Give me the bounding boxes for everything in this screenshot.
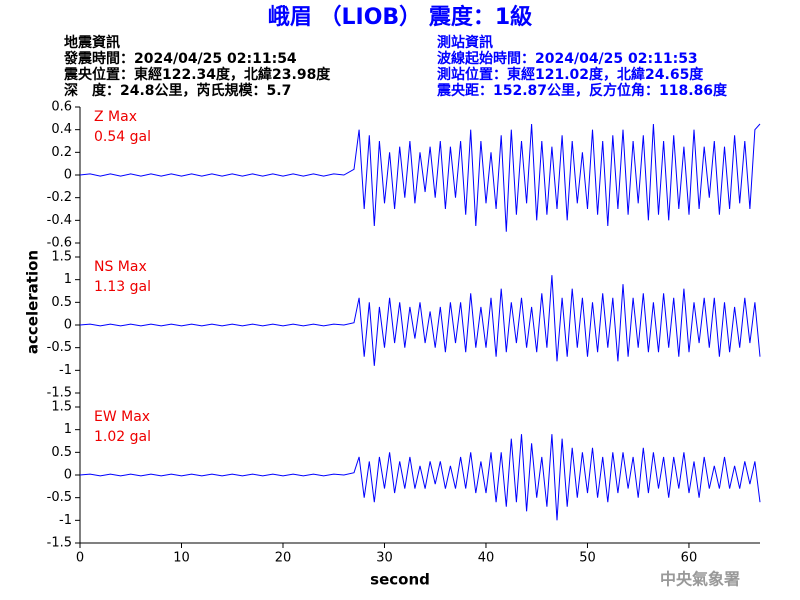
- info-line: 地震資訊: [64, 34, 120, 51]
- y-tick-label: 0.5: [51, 445, 72, 460]
- x-tick-label: 60: [681, 551, 698, 566]
- info-line: 震央距：152.87公里，反方位角：118.86度: [436, 82, 728, 99]
- y-tick-label: -1.5: [47, 536, 72, 551]
- footer: 中央氣象署: [660, 570, 740, 589]
- waveform: [79, 123, 761, 232]
- waveform: [79, 434, 761, 521]
- x-tick-label: 20: [275, 551, 292, 566]
- chart-title: 峨眉 （LIOB） 震度：1級: [268, 4, 532, 30]
- y-tick-label: 0.4: [51, 122, 72, 137]
- y-tick-label: -0.5: [47, 340, 72, 355]
- panel-label: NS Max: [94, 259, 147, 275]
- panel-annotation: 0.54 gal: [94, 129, 151, 145]
- y-tick-label: -0.4: [47, 213, 72, 228]
- panel-label: Z Max: [94, 109, 137, 125]
- y-tick-label: 1: [64, 272, 72, 287]
- panel-annotation: 1.02 gal: [94, 429, 151, 445]
- y-tick-label: 0: [64, 168, 72, 183]
- x-tick-label: 0: [76, 551, 84, 566]
- info-line: 測站位置：東經121.02度，北緯24.65度: [437, 66, 704, 83]
- y-tick-label: -1: [59, 513, 72, 528]
- y-tick-label: 0: [64, 468, 72, 483]
- y-axis-label: acceleration: [24, 250, 42, 354]
- y-tick-label: -1.5: [47, 386, 72, 401]
- x-tick-label: 40: [478, 551, 495, 566]
- y-tick-label: -0.6: [47, 236, 72, 251]
- waveform: [79, 275, 761, 366]
- x-axis-label: second: [370, 571, 430, 589]
- y-tick-label: -1: [59, 363, 72, 378]
- x-tick-label: 30: [376, 551, 393, 566]
- info-line: 測站資訊: [437, 34, 493, 51]
- y-tick-label: 1.5: [51, 250, 72, 265]
- y-tick-label: 0.6: [51, 100, 72, 115]
- y-tick-label: 1: [64, 422, 72, 437]
- info-line: 波線起始時間：2024/04/25 02:11:53: [437, 50, 698, 67]
- panel-label: EW Max: [94, 409, 150, 425]
- y-tick-label: 1.5: [51, 400, 72, 415]
- x-tick-label: 10: [173, 551, 190, 566]
- y-tick-label: -0.2: [47, 190, 72, 205]
- panel-annotation: 1.13 gal: [94, 279, 151, 295]
- x-tick-label: 50: [579, 551, 596, 566]
- y-tick-label: 0.5: [51, 295, 72, 310]
- info-line: 震央位置：東經122.34度，北緯23.98度: [63, 66, 331, 83]
- y-tick-label: 0.2: [51, 145, 72, 160]
- info-line: 發震時間：2024/04/25 02:11:54: [63, 50, 297, 67]
- y-tick-label: -0.5: [47, 490, 72, 505]
- info-line: 深 度：24.8公里，芮氏規模：5.7: [64, 82, 291, 99]
- y-tick-label: 0: [64, 318, 72, 333]
